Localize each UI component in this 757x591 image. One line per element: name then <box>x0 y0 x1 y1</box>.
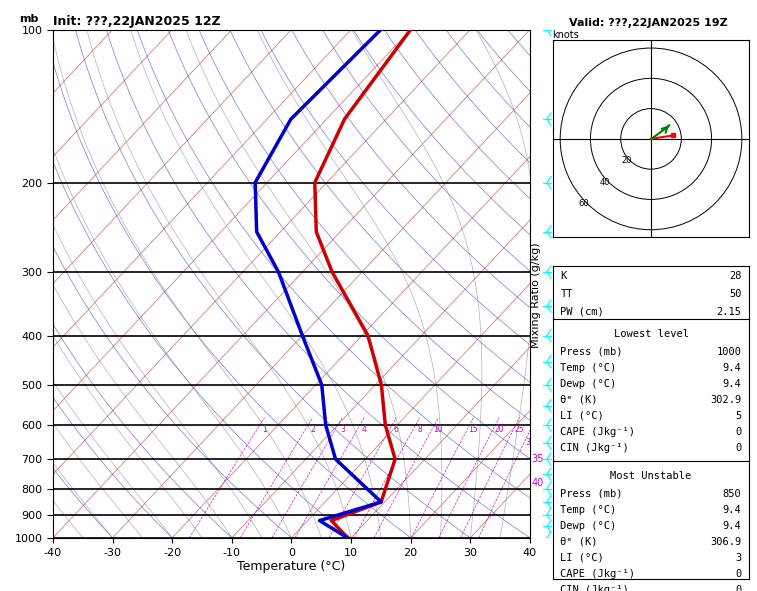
Text: 6: 6 <box>394 425 399 434</box>
Text: Press (mb): Press (mb) <box>560 347 623 357</box>
Text: TT: TT <box>560 289 573 299</box>
Text: Most Unstable: Most Unstable <box>610 470 692 480</box>
Text: 0: 0 <box>735 427 742 437</box>
Text: 10: 10 <box>434 425 444 434</box>
Text: 0: 0 <box>735 584 742 591</box>
Text: 35: 35 <box>531 454 544 464</box>
Text: LI (°C): LI (°C) <box>560 553 604 563</box>
Text: Dewp (°C): Dewp (°C) <box>560 521 617 531</box>
Text: CAPE (Jkg⁻¹): CAPE (Jkg⁻¹) <box>560 569 635 579</box>
Text: LI (°C): LI (°C) <box>560 411 604 421</box>
Text: 28: 28 <box>729 271 742 281</box>
Text: 25: 25 <box>515 425 525 434</box>
Text: Valid: ???,22JAN2025 19Z: Valid: ???,22JAN2025 19Z <box>569 18 728 28</box>
Text: CIN (Jkg⁻¹): CIN (Jkg⁻¹) <box>560 584 629 591</box>
Text: 2: 2 <box>310 425 315 434</box>
Text: PW (cm): PW (cm) <box>560 307 604 317</box>
Text: knots: knots <box>553 31 579 40</box>
Text: 850: 850 <box>723 489 742 499</box>
Text: Mixing Ratio (g/kg): Mixing Ratio (g/kg) <box>531 243 541 348</box>
Text: 15: 15 <box>469 425 478 434</box>
Text: 4: 4 <box>362 425 366 434</box>
Text: 3: 3 <box>735 553 742 563</box>
X-axis label: Temperature (°C): Temperature (°C) <box>238 560 345 573</box>
Text: 9.4: 9.4 <box>723 521 742 531</box>
Text: 9.4: 9.4 <box>723 379 742 389</box>
Text: 8: 8 <box>417 425 422 434</box>
Text: CIN (Jkg⁻¹): CIN (Jkg⁻¹) <box>560 443 629 453</box>
Text: Temp (°C): Temp (°C) <box>560 363 617 373</box>
Text: 3: 3 <box>340 425 345 434</box>
Text: 40: 40 <box>600 178 610 187</box>
Text: 50: 50 <box>729 289 742 299</box>
Text: 60: 60 <box>578 199 589 208</box>
Text: 306.9: 306.9 <box>710 537 742 547</box>
Text: Dewp (°C): Dewp (°C) <box>560 379 617 389</box>
Text: mb: mb <box>20 14 39 24</box>
Text: CAPE (Jkg⁻¹): CAPE (Jkg⁻¹) <box>560 427 635 437</box>
Text: 40: 40 <box>531 479 544 489</box>
Text: 20: 20 <box>621 157 632 165</box>
Text: Init: ???,22JAN2025 12Z: Init: ???,22JAN2025 12Z <box>53 15 221 28</box>
Text: θᵉ (K): θᵉ (K) <box>560 395 598 405</box>
Text: 1: 1 <box>262 425 267 434</box>
Text: 1000: 1000 <box>717 347 742 357</box>
Text: Lowest level: Lowest level <box>613 329 689 339</box>
Text: 302.9: 302.9 <box>710 395 742 405</box>
Text: K: K <box>560 271 567 281</box>
Text: 20: 20 <box>494 425 504 434</box>
Text: 0: 0 <box>735 569 742 579</box>
Text: 2.15: 2.15 <box>717 307 742 317</box>
Text: 9.4: 9.4 <box>723 505 742 515</box>
Text: θᵉ (K): θᵉ (K) <box>560 537 598 547</box>
Text: 5: 5 <box>735 411 742 421</box>
Text: 9.4: 9.4 <box>723 363 742 373</box>
Text: 0: 0 <box>735 443 742 453</box>
Text: Temp (°C): Temp (°C) <box>560 505 617 515</box>
Text: 30: 30 <box>525 439 534 447</box>
Text: Press (mb): Press (mb) <box>560 489 623 499</box>
